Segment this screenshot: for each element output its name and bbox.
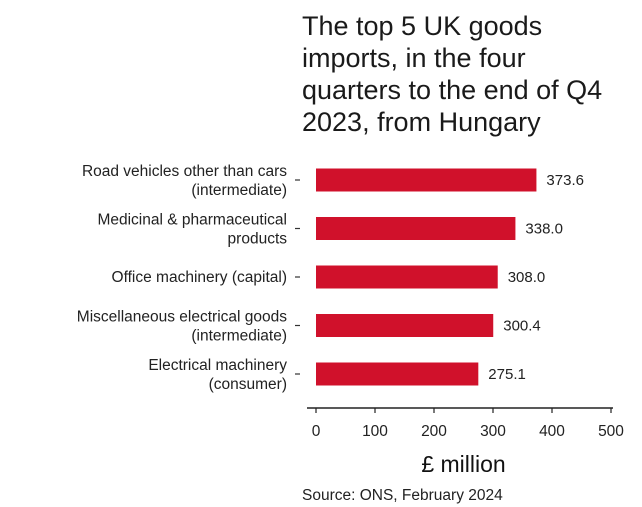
category-label: Office machinery (capital)	[112, 269, 287, 286]
bar	[316, 314, 494, 337]
bar	[316, 217, 516, 240]
x-axis: 0 100 200 300 400 500	[307, 407, 624, 440]
chart-title: The top 5 UK goods imports, in the four …	[302, 10, 632, 138]
category-labels-layer: Road vehicles other than cars (intermedia…	[77, 163, 300, 393]
chart-title-line: quarters to the end of Q4	[302, 75, 603, 105]
data-label: 300.4	[503, 318, 541, 335]
data-label: 338.0	[525, 221, 563, 238]
x-tick-label: 300	[480, 423, 506, 440]
category-label: (intermediate)	[191, 182, 287, 199]
category-label: Miscellaneous electrical goods	[77, 309, 287, 326]
category-label: products	[228, 231, 288, 248]
x-tick-label: 100	[362, 423, 388, 440]
category-label: Medicinal & pharmaceutical	[97, 212, 287, 229]
x-tick-label: 500	[598, 423, 624, 440]
chart-title-line: imports, in the four	[302, 43, 526, 73]
data-label: 308.0	[508, 269, 546, 286]
x-tick-label: 0	[312, 423, 321, 440]
x-tick-label: 200	[421, 423, 447, 440]
category-label: (consumer)	[209, 376, 287, 393]
chart-title-line: The top 5 UK goods	[302, 11, 543, 41]
category-label: Road vehicles other than cars	[82, 163, 287, 180]
chart-title-line: 2023, from Hungary	[302, 107, 541, 137]
bars-layer: 373.6 338.0 308.0 300.4 275.1	[316, 168, 584, 386]
bar	[316, 265, 498, 289]
x-tick-label: 400	[539, 423, 565, 440]
x-axis-title: £ million	[421, 451, 505, 477]
bar	[316, 168, 537, 192]
category-label: (intermediate)	[191, 328, 287, 345]
data-label: 373.6	[546, 172, 584, 189]
bar	[316, 362, 479, 386]
source-note: Source: ONS, February 2024	[302, 487, 503, 504]
data-label: 275.1	[488, 366, 526, 383]
category-label: Electrical machinery	[148, 357, 287, 374]
